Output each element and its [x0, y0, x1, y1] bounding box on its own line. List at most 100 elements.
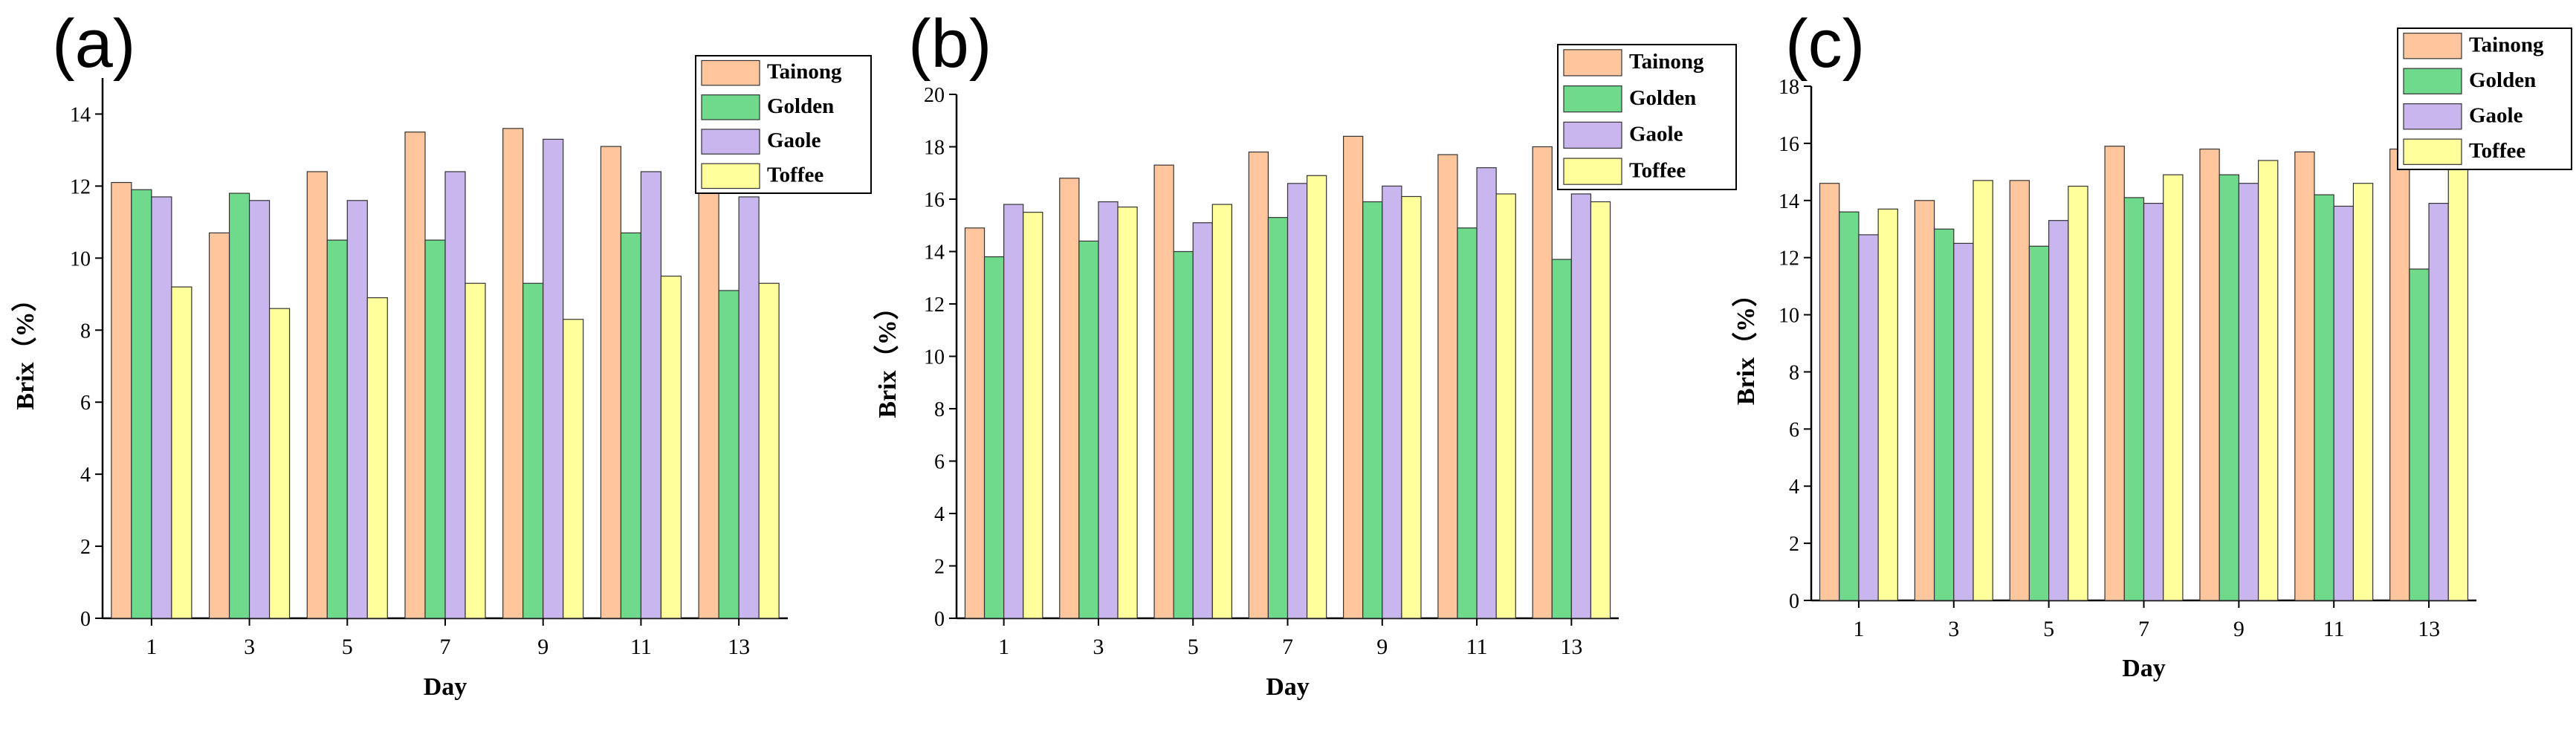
x-tick-label: 7	[1282, 635, 1293, 659]
x-tick-label: 5	[2043, 617, 2054, 641]
legend-label-golden: Golden	[2469, 68, 2536, 92]
bar-toffee-day-7	[465, 282, 486, 619]
bar-toffee-day-5	[1211, 204, 1233, 619]
bar-tainong-day-9	[2199, 148, 2220, 601]
y-tick-label: 14	[70, 103, 91, 126]
bar-golden-day-13	[2409, 268, 2430, 601]
bar-tainong-day-11	[2294, 151, 2315, 601]
x-tick-label: 5	[1188, 635, 1199, 659]
bar-golden-day-5	[1173, 250, 1194, 619]
bar-gaole-day-13	[738, 196, 760, 619]
bar-toffee-day-13	[1590, 201, 1611, 619]
x-tick-label: 9	[1376, 635, 1388, 659]
y-tick-label: 0	[80, 608, 91, 631]
legend-label-gaole: Gaole	[2469, 103, 2523, 127]
bar-gaole-day-9	[1382, 185, 1402, 619]
x-tick-label: 11	[1466, 635, 1488, 659]
bar-gaole-day-1	[151, 196, 172, 619]
bar-tainong-day-7	[2104, 146, 2125, 601]
x-tick-label: 7	[440, 635, 451, 659]
bar-toffee-day-3	[1973, 180, 1993, 601]
y-tick-label: 4	[1789, 476, 1799, 499]
bar-golden-day-1	[1839, 211, 1860, 601]
legend-label-tainong: Tainong	[767, 60, 842, 84]
bar-tainong-day-3	[1914, 200, 1935, 601]
bar-tainong-day-1	[111, 181, 132, 619]
bar-tainong-day-11	[1437, 154, 1458, 619]
y-tick-label: 16	[924, 189, 945, 212]
bar-toffee-day-11	[2352, 183, 2374, 601]
bar-tainong-day-13	[1532, 146, 1553, 619]
bar-gaole-day-11	[2333, 205, 2355, 601]
bar-tainong-day-7	[1248, 151, 1269, 619]
legend-swatch-tainong	[1563, 49, 1622, 77]
bar-golden-day-3	[228, 192, 250, 619]
legend: Tainong Golden Gaole Toffee	[1557, 44, 1737, 190]
x-tick-label: 1	[146, 635, 157, 659]
bar-gaole-day-7	[1287, 183, 1308, 619]
bar-toffee-day-1	[171, 286, 192, 619]
y-tick-label: 6	[80, 392, 91, 415]
bar-golden-day-9	[2219, 174, 2239, 601]
bar-tainong-day-3	[208, 232, 230, 619]
bar-golden-day-13	[1551, 259, 1572, 619]
x-tick-label: 11	[630, 635, 652, 659]
bar-toffee-day-9	[1401, 195, 1422, 619]
bar-gaole-day-11	[1476, 167, 1497, 619]
legend-label-toffee: Toffee	[767, 163, 823, 187]
bar-tainong-day-7	[404, 132, 426, 619]
bar-toffee-day-11	[660, 275, 682, 619]
legend-swatch-tainong	[2403, 33, 2462, 59]
legend-swatch-gaole	[1563, 121, 1622, 149]
y-axis-title: Brix（%）	[10, 286, 39, 409]
legend-swatch-golden	[1563, 85, 1622, 113]
x-tick-label: 11	[2323, 617, 2345, 641]
bar-gaole-day-3	[1098, 201, 1119, 619]
legend: Tainong Golden Gaole Toffee	[695, 55, 872, 194]
y-tick-label: 2	[80, 536, 91, 559]
x-axis-title: Day	[1266, 673, 1310, 701]
panel-label: (c)	[1785, 6, 1865, 82]
bar-tainong-day-11	[600, 146, 622, 619]
bar-gaole-day-13	[2428, 203, 2449, 601]
bar-toffee-day-3	[268, 308, 291, 619]
x-tick-label: 3	[1948, 617, 1959, 641]
bar-toffee-day-5	[366, 297, 388, 619]
legend-swatch-gaole	[2403, 103, 2462, 130]
bar-gaole-day-7	[2143, 203, 2164, 601]
y-tick-label: 4	[934, 503, 945, 526]
x-axis-title: Day	[424, 673, 467, 701]
y-tick-label: 0	[1789, 590, 1799, 613]
bar-toffee-day-3	[1117, 206, 1138, 619]
x-tick-label: 5	[342, 635, 353, 659]
bar-golden-day-3	[1078, 240, 1099, 619]
bar-tainong-day-9	[502, 128, 524, 619]
legend-label-toffee: Toffee	[2469, 139, 2525, 163]
y-tick-label: 14	[924, 242, 945, 265]
legend-label-toffee: Toffee	[1629, 158, 1686, 182]
bar-golden-day-5	[2028, 245, 2050, 601]
bar-tainong-day-3	[1059, 178, 1080, 619]
bar-tainong-day-5	[2009, 180, 2030, 601]
y-axis-title: Brix（%）	[1731, 282, 1760, 405]
bar-tainong-day-1	[1819, 183, 1840, 601]
bar-golden-day-3	[1933, 228, 1955, 601]
legend-label-gaole: Gaole	[1629, 123, 1683, 146]
y-tick-label: 6	[1789, 418, 1799, 441]
legend-swatch-gaole	[701, 129, 760, 155]
y-tick-label: 14	[1779, 190, 1799, 213]
panel-label: (b)	[908, 6, 991, 82]
x-tick-label: 9	[2233, 617, 2245, 641]
legend-swatch-toffee	[2403, 138, 2462, 165]
legend-label-tainong: Tainong	[1629, 50, 1704, 74]
y-tick-label: 12	[1779, 247, 1799, 270]
x-tick-label: 13	[1560, 635, 1582, 659]
x-tick-label: 13	[728, 635, 750, 659]
bar-tainong-day-5	[1153, 164, 1174, 619]
bar-golden-day-7	[424, 239, 446, 619]
bar-gaole-day-5	[346, 200, 368, 619]
bar-toffee-day-13	[2447, 166, 2469, 601]
panel-label: (a)	[52, 6, 135, 82]
